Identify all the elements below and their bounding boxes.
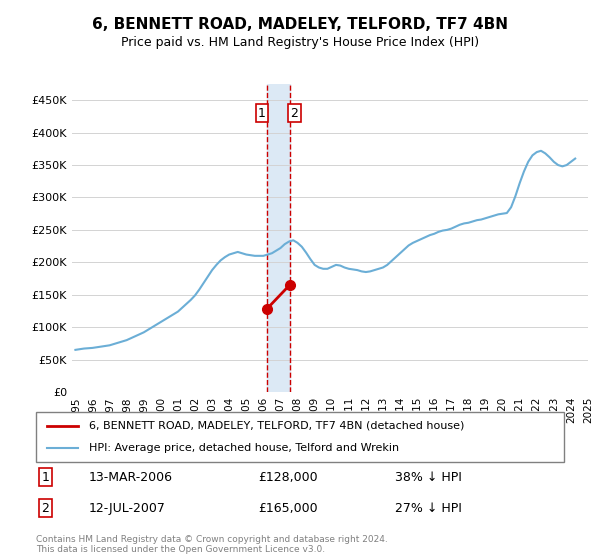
Text: 2: 2 (290, 106, 298, 120)
Text: £165,000: £165,000 (258, 502, 317, 515)
Text: Price paid vs. HM Land Registry's House Price Index (HPI): Price paid vs. HM Land Registry's House … (121, 36, 479, 49)
Text: 13-MAR-2006: 13-MAR-2006 (89, 470, 173, 484)
Text: 1: 1 (258, 106, 266, 120)
Text: 38% ↓ HPI: 38% ↓ HPI (395, 470, 462, 484)
Bar (267, 84, 290, 392)
Text: 12-JUL-2007: 12-JUL-2007 (89, 502, 166, 515)
Text: HPI: Average price, detached house, Telford and Wrekin: HPI: Average price, detached house, Telf… (89, 443, 399, 453)
Text: 6, BENNETT ROAD, MADELEY, TELFORD, TF7 4BN (detached house): 6, BENNETT ROAD, MADELEY, TELFORD, TF7 4… (89, 421, 464, 431)
Text: £128,000: £128,000 (258, 470, 317, 484)
Text: 6, BENNETT ROAD, MADELEY, TELFORD, TF7 4BN: 6, BENNETT ROAD, MADELEY, TELFORD, TF7 4… (92, 17, 508, 32)
Text: 27% ↓ HPI: 27% ↓ HPI (395, 502, 462, 515)
Text: Contains HM Land Registry data © Crown copyright and database right 2024.
This d: Contains HM Land Registry data © Crown c… (36, 535, 388, 554)
Text: 1: 1 (41, 470, 49, 484)
Text: 2: 2 (41, 502, 49, 515)
